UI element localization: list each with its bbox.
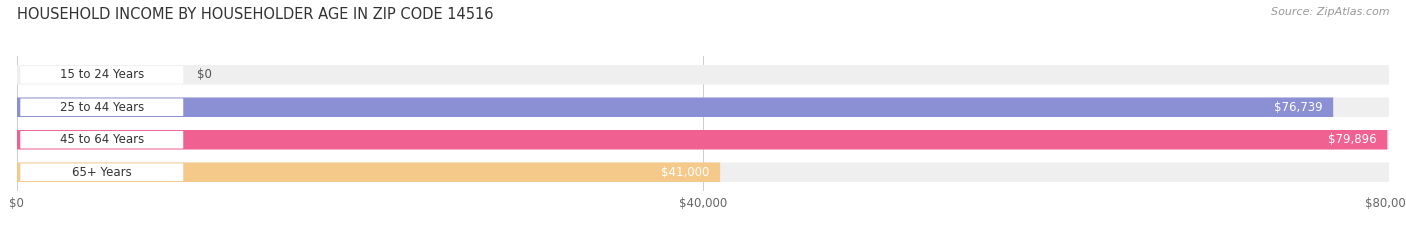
Text: HOUSEHOLD INCOME BY HOUSEHOLDER AGE IN ZIP CODE 14516: HOUSEHOLD INCOME BY HOUSEHOLDER AGE IN Z… <box>17 7 494 22</box>
FancyBboxPatch shape <box>17 65 1389 85</box>
FancyBboxPatch shape <box>17 130 1389 150</box>
Text: Source: ZipAtlas.com: Source: ZipAtlas.com <box>1271 7 1389 17</box>
FancyBboxPatch shape <box>17 130 1388 150</box>
Text: $41,000: $41,000 <box>661 166 710 179</box>
FancyBboxPatch shape <box>17 162 720 182</box>
FancyBboxPatch shape <box>20 99 183 116</box>
Text: 45 to 64 Years: 45 to 64 Years <box>59 133 143 146</box>
Text: 25 to 44 Years: 25 to 44 Years <box>59 101 143 114</box>
FancyBboxPatch shape <box>17 97 1389 117</box>
FancyBboxPatch shape <box>17 97 1333 117</box>
FancyBboxPatch shape <box>20 66 183 84</box>
FancyBboxPatch shape <box>20 131 183 148</box>
FancyBboxPatch shape <box>20 163 183 181</box>
Text: $0: $0 <box>197 68 212 81</box>
Text: $76,739: $76,739 <box>1274 101 1323 114</box>
Text: 15 to 24 Years: 15 to 24 Years <box>59 68 143 81</box>
Text: $79,896: $79,896 <box>1329 133 1376 146</box>
FancyBboxPatch shape <box>17 162 1389 182</box>
Text: 65+ Years: 65+ Years <box>72 166 132 179</box>
